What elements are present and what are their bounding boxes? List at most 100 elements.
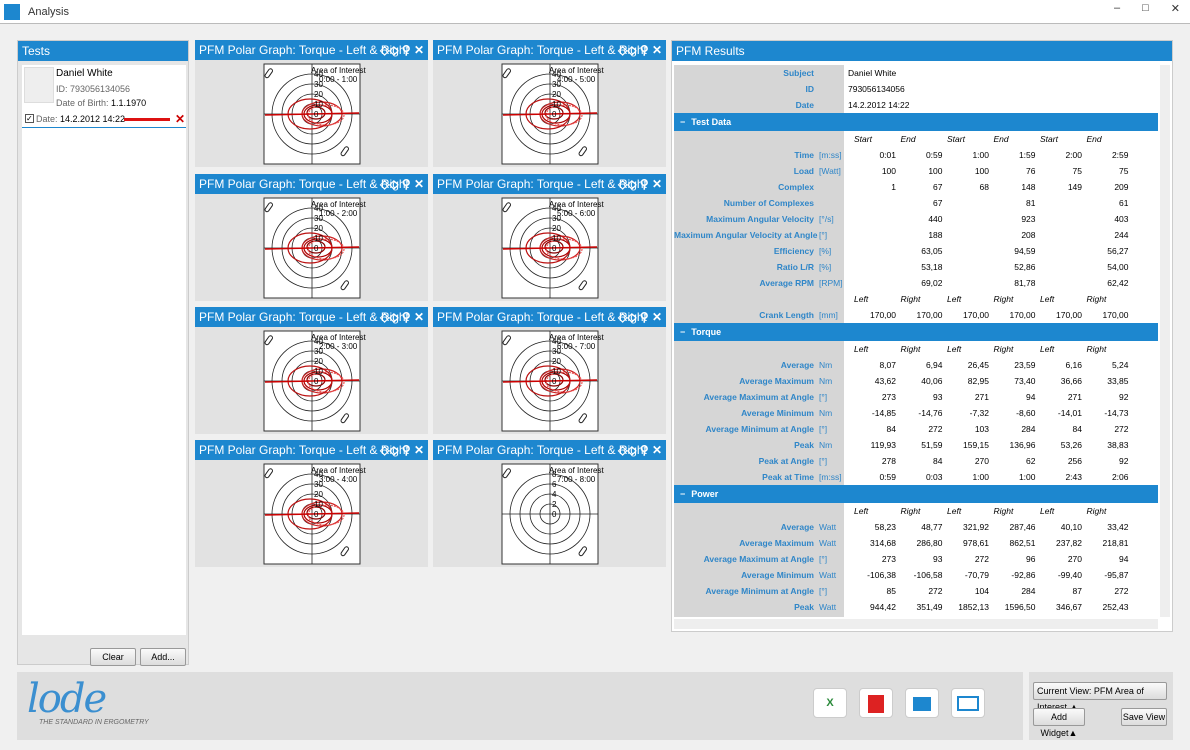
scrollbar[interactable]	[674, 619, 1158, 629]
cell: 68	[979, 182, 989, 192]
column-header: Start	[1040, 134, 1058, 144]
cell: 272	[974, 554, 989, 564]
remove-icon[interactable]: ✕	[175, 112, 186, 126]
cell: 159,15	[963, 440, 989, 450]
excel-button[interactable]: X	[813, 688, 847, 718]
data-row: Ratio L/R [%] 53,18 52,86 54,00	[674, 259, 1158, 275]
cell: 94	[1026, 392, 1036, 402]
cell: 100	[928, 166, 943, 176]
data-row: Average Maximum at Angle [°] 273 93 271 94 271…	[674, 389, 1158, 405]
cell: 100	[881, 166, 896, 176]
range-label: 1:00 - 2:00	[319, 209, 358, 218]
column-header: End	[900, 134, 916, 144]
label-column	[674, 65, 844, 617]
ring-label: 20	[314, 224, 323, 233]
cell: -106,58	[913, 570, 943, 580]
cell: 2:06	[1111, 472, 1129, 482]
cell: 36,66	[1060, 376, 1082, 386]
cell: 63,05	[921, 246, 943, 256]
column-header: Right	[993, 344, 1014, 354]
widget-title: PFM Polar Graph: Torque - Left & Right	[199, 443, 409, 457]
pin-icon	[502, 202, 511, 213]
column-header-row: Left Right Left Right Left Right	[674, 503, 1158, 519]
cell: 170,00	[1009, 310, 1036, 320]
area-label: Area of Interest	[311, 66, 366, 75]
ring-label: 40	[314, 470, 323, 479]
widget-icons: ◇◇ ⚲ ✕	[380, 43, 424, 57]
ring-label: 10	[552, 100, 561, 109]
data-row: Average Minimum at Angle [°] 84 272 103 284 84…	[674, 421, 1158, 437]
cell: 244	[1114, 230, 1129, 240]
cell: 94,59	[1014, 246, 1036, 256]
data-row: Peak Watt 944,42 351,49 1852,13 1596,50 346,67…	[674, 599, 1158, 615]
cell: 271	[1067, 392, 1082, 402]
area-label: Area of Interest	[311, 466, 366, 475]
title-bar: Analysis – □ ✕	[0, 0, 1190, 24]
cell: 321,92	[963, 522, 989, 532]
window-controls[interactable]: – □ ✕	[1114, 2, 1180, 15]
cell: 170,00	[1056, 310, 1082, 320]
ring-label: 30	[314, 347, 323, 356]
cell: 287,46	[1009, 522, 1036, 532]
widget-title: PFM Polar Graph: Torque - Left & Right	[199, 310, 409, 324]
color-line	[124, 118, 170, 121]
cell: 5,24	[1111, 360, 1129, 370]
print-button[interactable]	[905, 688, 939, 718]
column-header: Right	[900, 344, 921, 354]
screen-button[interactable]	[951, 688, 985, 718]
range-label: 6:00 - 7:00	[557, 342, 596, 351]
data-row: Time [m:ss] 0:01 0:59 1:00 1:59 2:00 2:59	[674, 147, 1158, 163]
pdf-button[interactable]	[859, 688, 893, 718]
dob-label: Date of Birth:	[56, 98, 109, 108]
add-widget-button[interactable]: Add Widget▲	[1033, 708, 1085, 738]
cell: 0:01	[879, 150, 896, 160]
cell: 119,93	[870, 440, 896, 450]
row-label: Ratio L/R	[776, 262, 814, 272]
cell: 54,00	[1107, 262, 1129, 272]
cell: 440	[928, 214, 943, 224]
pin-icon	[502, 68, 511, 79]
button[interactable]: Add...	[140, 648, 186, 666]
row-label: Maximum Angular Velocity	[706, 214, 814, 224]
row-label: Average Minimum at Angle	[705, 424, 814, 434]
cell: -8,60	[1016, 408, 1036, 418]
info-value: Daniel White	[848, 68, 897, 78]
avatar	[24, 67, 54, 103]
row-label: Number of Complexes	[723, 198, 814, 208]
section-header: − Torque	[674, 323, 1158, 341]
ring-label: 10	[314, 234, 323, 243]
pin-icon	[264, 202, 273, 213]
column-header: Right	[900, 294, 921, 304]
cell: -14,73	[1104, 408, 1129, 418]
test-entry[interactable]: ✓ Date: 14.2.2012 14:22 ✕	[22, 112, 186, 128]
row-unit: Nm	[819, 360, 833, 370]
torque-line	[502, 379, 598, 383]
graph-widget: PFM Polar Graph: Torque - Left & Right ◇◇…	[195, 440, 428, 567]
view-select[interactable]: Current View: PFM Area of Interest ▲	[1033, 682, 1167, 712]
cell: 93	[933, 554, 943, 564]
panel-title: Tests	[18, 41, 188, 61]
cell: 403	[1114, 214, 1129, 224]
cell: 93	[933, 392, 943, 402]
cell: 0:59	[879, 472, 896, 482]
data-row: Average Maximum Nm 43,62 40,06 82,95 73,40 36,…	[674, 373, 1158, 389]
widget-header: PFM Polar Graph: Torque - Left & Right ◇◇…	[195, 174, 428, 194]
save-view-button[interactable]: Save View	[1121, 708, 1167, 726]
column-header-row: Start End Start End Start End	[674, 131, 1158, 147]
ring-label: 20	[552, 357, 561, 366]
graph-widget: PFM Polar Graph: Torque - Left & Right ◇◇…	[195, 307, 428, 434]
row-unit: [mm]	[819, 310, 838, 320]
button[interactable]: Clear	[90, 648, 136, 666]
row-label: Peak	[794, 602, 814, 612]
row-unit: Watt	[819, 570, 837, 580]
cell: -14,85	[871, 408, 896, 418]
info-row: ID 793056134056	[674, 81, 1158, 97]
ring-label: 10	[552, 234, 561, 243]
scrollbar[interactable]	[1160, 65, 1170, 617]
row-unit: [m:ss]	[819, 472, 842, 482]
